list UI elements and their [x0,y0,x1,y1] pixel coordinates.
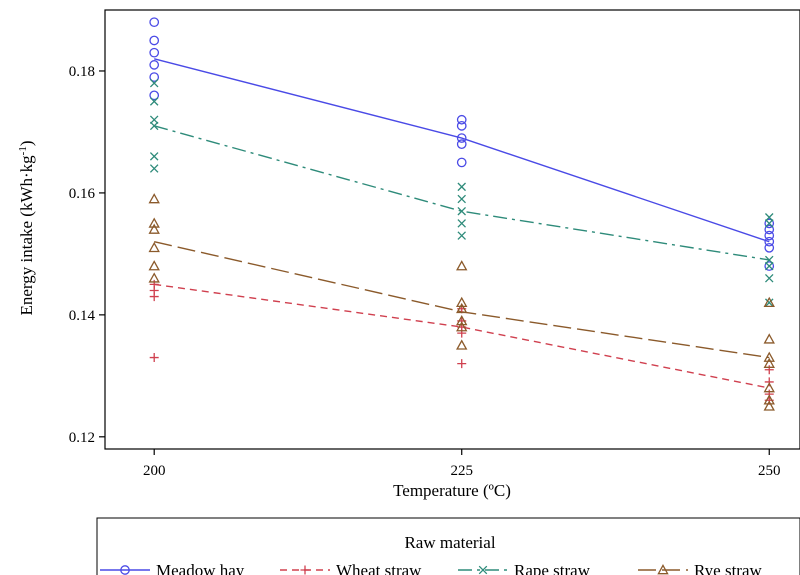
y-axis-title-end: ) [17,140,36,146]
meadow-hay-point [456,120,467,131]
y-tick-label: 0.18 [69,64,95,80]
rape-straw-point [764,261,774,271]
rye-straw-point [148,223,160,234]
rape-straw-point [764,213,774,222]
meadow-hay-point [456,133,467,143]
rye-straw-point [456,296,468,307]
meadow-hay-point [764,261,775,271]
y-tick-label: 0.16 [69,186,96,202]
y-axis-title-superscript: -1 [17,146,29,155]
x-tick-label: 225 [450,463,473,479]
rape-straw-point [149,97,159,106]
y-tick-label: 0.12 [69,430,95,446]
plot-frame [104,9,800,450]
wheat-straw-point [764,365,774,375]
meadow-hay-point [456,139,467,149]
legend-items: Meadow hay Wheat straw Rape straw Rye straw [100,561,762,575]
meadow-hay-point [149,72,160,82]
rape-straw-point [457,206,466,216]
legend-frame [96,517,800,575]
rye-straw-point [763,394,775,405]
wheat-straw-point [149,292,159,302]
rape-straw-point [457,219,466,228]
wheat-straw-point [149,353,159,363]
rye-straw-point [148,260,160,271]
meadow-hay-point [149,35,160,46]
data-points [148,17,775,411]
rape-straw-point [764,255,774,265]
rye-straw-point [148,217,160,228]
legend-label-rye-straw: Rye straw [694,561,762,575]
rye-straw-point [456,260,468,271]
legend-marker-wheat-straw [300,565,310,575]
meadow-hay-point [764,236,775,247]
rye-straw-point [456,321,468,332]
rye-straw-point [456,302,468,314]
wheat-straw-point [457,359,467,369]
rape-straw-point [149,78,159,88]
rye-straw-point [456,339,468,350]
y-axis-title: Energy intake (kWh·kg-1) [17,140,36,315]
rape-straw-point [457,182,466,192]
legend-label-wheat-straw: Wheat straw [336,561,422,575]
meadow-hay-point [764,218,775,229]
wheat-straw-fit-line [154,283,770,389]
rape-straw-point [149,164,159,173]
rye-straw-point [763,296,775,307]
rye-straw-point [763,382,775,393]
wheat-straw-point [764,377,774,387]
rye-straw-point [456,315,468,326]
wheat-straw-point [457,328,467,338]
legend-title: Raw material [404,533,495,552]
meadow-hay-fit-line [154,58,770,243]
meadow-hay-point [764,224,775,235]
x-axis-title: Temperature (ºC) [393,481,511,500]
rye-straw-point [763,333,775,344]
legend-marker-rye-straw [657,564,669,575]
rye-straw-point [763,351,775,362]
legend-marker-meadow-hay [120,565,130,575]
meadow-hay-point [764,242,775,253]
y-axis-title-main: Energy intake (kWh·kg [17,155,36,316]
legend-label-meadow-hay: Meadow hay [156,561,245,575]
rape-straw-fit-line [154,125,770,261]
legend-marker-rape-straw [478,565,488,575]
rye-straw-point [148,193,160,204]
meadow-hay-point [456,157,467,168]
rape-straw-point [457,194,466,204]
meadow-hay-point [149,90,160,101]
rape-straw-point [764,274,774,283]
y-tick-label: 0.14 [69,308,96,324]
x-tick-label: 250 [758,463,781,479]
rape-straw-point [149,152,159,161]
rape-straw-point [764,219,774,228]
rye-straw-point [763,400,775,411]
meadow-hay-point [149,17,160,28]
meadow-hay-point [149,47,160,58]
rape-straw-point [457,231,466,240]
legend-label-rape-straw: Rape straw [514,561,591,575]
rape-straw-point [149,115,159,125]
axis-ticks: 0.12 0.14 0.16 0.18 200 225 250 [69,64,781,479]
rye-straw-point [763,357,775,368]
rape-straw-point [764,298,774,307]
meadow-hay-point [149,60,160,70]
x-tick-label: 200 [143,463,166,479]
rye-straw-point [148,272,160,283]
meadow-hay-point [456,114,467,125]
rape-straw-point [149,121,159,131]
legend: Raw material Meadow hay Wheat straw Rape s… [96,517,800,575]
rye-straw-point [148,241,160,253]
meadow-hay-point [764,230,775,241]
